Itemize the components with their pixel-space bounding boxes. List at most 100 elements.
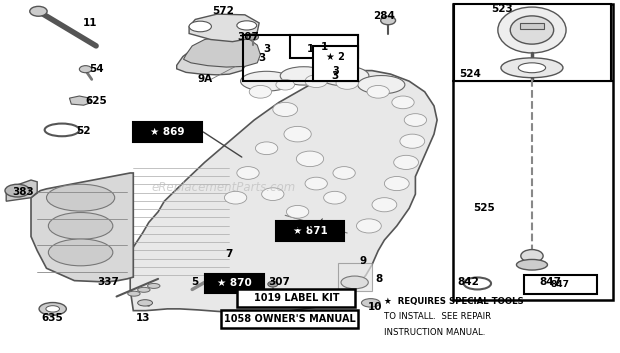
- Text: 8: 8: [376, 274, 383, 284]
- Text: 1058 OWNER'S MANUAL: 1058 OWNER'S MANUAL: [224, 314, 355, 324]
- Bar: [243, 35, 358, 81]
- Bar: [520, 23, 544, 29]
- Text: 3: 3: [332, 66, 339, 76]
- Ellipse shape: [255, 142, 278, 155]
- Ellipse shape: [400, 134, 425, 148]
- Ellipse shape: [516, 259, 547, 270]
- Text: 635: 635: [42, 313, 64, 323]
- Text: 525: 525: [472, 203, 495, 213]
- Ellipse shape: [324, 191, 346, 204]
- Ellipse shape: [333, 167, 355, 179]
- Text: ★ 2: ★ 2: [326, 52, 345, 61]
- Text: 306: 306: [293, 221, 315, 231]
- Ellipse shape: [48, 213, 113, 239]
- Ellipse shape: [39, 303, 66, 315]
- Text: 3: 3: [258, 53, 265, 63]
- Bar: [205, 274, 264, 293]
- Text: 10: 10: [368, 302, 383, 312]
- Ellipse shape: [518, 63, 546, 73]
- Text: ★ 869: ★ 869: [150, 127, 185, 137]
- Polygon shape: [184, 35, 260, 67]
- Text: INSTRUCTION MANUAL.: INSTRUCTION MANUAL.: [384, 328, 486, 337]
- Ellipse shape: [384, 176, 409, 191]
- Ellipse shape: [237, 21, 257, 30]
- Ellipse shape: [148, 283, 160, 288]
- Polygon shape: [189, 14, 259, 42]
- Ellipse shape: [501, 58, 563, 78]
- Text: 13: 13: [135, 313, 150, 323]
- Text: 5: 5: [192, 277, 199, 287]
- Polygon shape: [69, 96, 92, 105]
- Text: 284: 284: [373, 11, 396, 21]
- Bar: [454, 4, 611, 81]
- Ellipse shape: [319, 66, 369, 86]
- Text: 307: 307: [237, 32, 259, 42]
- Bar: [221, 310, 358, 328]
- Text: 524: 524: [459, 69, 481, 79]
- Text: 52: 52: [76, 126, 91, 136]
- Text: TO INSTALL.  SEE REPAIR: TO INSTALL. SEE REPAIR: [384, 312, 492, 321]
- Ellipse shape: [305, 75, 327, 88]
- Text: 383: 383: [12, 187, 35, 197]
- Ellipse shape: [521, 250, 543, 262]
- Ellipse shape: [46, 184, 115, 211]
- Ellipse shape: [249, 85, 272, 98]
- Ellipse shape: [305, 177, 327, 190]
- Ellipse shape: [367, 85, 389, 98]
- Polygon shape: [130, 71, 437, 313]
- Text: 1: 1: [306, 44, 314, 54]
- Ellipse shape: [286, 205, 309, 218]
- Ellipse shape: [138, 300, 153, 306]
- Text: 1: 1: [321, 42, 327, 52]
- Ellipse shape: [284, 126, 311, 142]
- Ellipse shape: [247, 34, 259, 40]
- Text: 842: 842: [457, 277, 479, 287]
- Text: 572: 572: [212, 6, 234, 16]
- Text: 9A: 9A: [197, 74, 212, 84]
- Ellipse shape: [372, 198, 397, 212]
- Ellipse shape: [46, 306, 60, 312]
- Ellipse shape: [394, 155, 418, 169]
- Polygon shape: [31, 173, 133, 282]
- Text: 625: 625: [85, 96, 107, 106]
- Ellipse shape: [392, 96, 414, 109]
- Ellipse shape: [358, 76, 405, 94]
- Ellipse shape: [276, 79, 294, 90]
- Bar: [133, 122, 202, 142]
- Ellipse shape: [5, 184, 30, 197]
- Ellipse shape: [498, 7, 566, 53]
- Polygon shape: [6, 180, 37, 201]
- Bar: [237, 289, 355, 307]
- Text: eReplacementParts.com: eReplacementParts.com: [151, 181, 295, 193]
- Ellipse shape: [296, 151, 324, 167]
- Ellipse shape: [138, 287, 150, 292]
- Ellipse shape: [356, 219, 381, 233]
- Bar: [276, 221, 344, 241]
- Ellipse shape: [237, 167, 259, 179]
- Ellipse shape: [48, 239, 113, 266]
- Text: 3: 3: [331, 71, 339, 81]
- Ellipse shape: [280, 67, 327, 85]
- Ellipse shape: [268, 281, 278, 287]
- Text: 847: 847: [551, 280, 570, 289]
- Ellipse shape: [336, 77, 358, 89]
- Ellipse shape: [404, 114, 427, 126]
- Text: 3: 3: [263, 44, 270, 54]
- Ellipse shape: [189, 21, 211, 32]
- Ellipse shape: [361, 299, 380, 307]
- Text: 1019 LABEL KIT: 1019 LABEL KIT: [254, 293, 339, 303]
- Text: 54: 54: [89, 64, 104, 74]
- Bar: [313, 46, 358, 81]
- Text: 7: 7: [226, 249, 233, 259]
- Text: 337: 337: [97, 277, 120, 287]
- Ellipse shape: [341, 276, 368, 289]
- Ellipse shape: [381, 16, 396, 25]
- Ellipse shape: [262, 188, 284, 201]
- Ellipse shape: [241, 71, 293, 91]
- Bar: [453, 4, 613, 300]
- Text: ★ 871: ★ 871: [293, 226, 327, 236]
- Ellipse shape: [30, 6, 47, 16]
- Text: 523: 523: [491, 4, 513, 14]
- Ellipse shape: [273, 102, 298, 116]
- Ellipse shape: [510, 16, 554, 44]
